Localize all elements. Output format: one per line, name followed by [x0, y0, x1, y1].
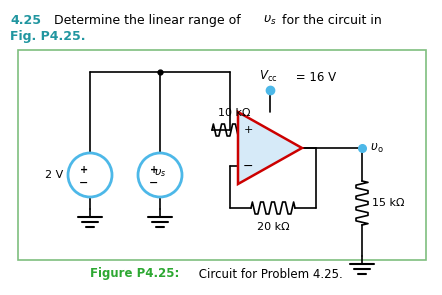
Text: = 16 V: = 16 V — [292, 71, 336, 84]
Text: $V_{\rm cc}$: $V_{\rm cc}$ — [259, 69, 277, 84]
Polygon shape — [238, 112, 302, 184]
Text: $\upsilon_s$: $\upsilon_s$ — [154, 167, 166, 179]
Text: −: − — [243, 160, 253, 173]
Text: +: + — [80, 165, 88, 175]
Text: $\upsilon_{\rm o}$: $\upsilon_{\rm o}$ — [367, 141, 384, 155]
Text: 2 V: 2 V — [45, 170, 63, 180]
Text: 10 kΩ: 10 kΩ — [218, 108, 250, 118]
Text: +: + — [243, 125, 253, 135]
Text: Circuit for Problem 4.25.: Circuit for Problem 4.25. — [195, 268, 343, 281]
Text: Determine the linear range of: Determine the linear range of — [46, 14, 245, 27]
Bar — [18, 50, 426, 260]
Text: Figure P4.25:: Figure P4.25: — [90, 268, 179, 281]
Text: Fig. P4.25.: Fig. P4.25. — [10, 30, 85, 43]
Text: −: − — [79, 178, 89, 188]
Text: 20 kΩ: 20 kΩ — [257, 222, 290, 232]
Text: for the circuit in: for the circuit in — [278, 14, 382, 27]
Text: $\upsilon_s$: $\upsilon_s$ — [263, 14, 277, 27]
Text: +: + — [150, 165, 158, 175]
Text: −: − — [149, 178, 159, 188]
Text: 4.25: 4.25 — [10, 14, 41, 27]
Text: 15 kΩ: 15 kΩ — [372, 198, 404, 208]
